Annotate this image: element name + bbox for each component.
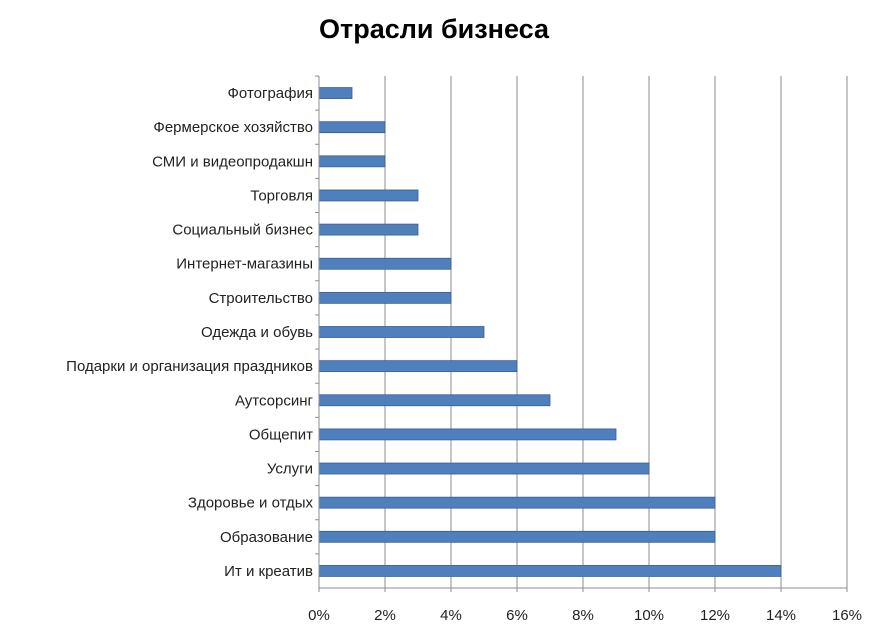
category-label: Услуги [267,461,313,478]
bar [318,87,353,99]
category-label: Строительство [209,290,313,307]
category-label: Фермерское хозяйство [153,119,313,136]
x-tick-label: 4% [440,607,462,624]
bar [318,530,716,543]
chart-title: Отрасли бизнеса [318,14,550,44]
category-label: Ит и креатив [224,563,313,580]
x-tick-label: 8% [572,607,594,624]
category-label: Интернет-магазины [176,256,313,273]
bar [318,565,782,577]
x-tick-label: 0% [308,607,330,624]
bar [318,462,650,475]
bar [318,189,419,202]
category-label: СМИ и видеопродакшн [152,153,313,170]
x-tick-label: 2% [374,607,396,624]
category-label: Фотография [228,85,313,102]
bar [318,428,617,441]
bar [318,394,551,407]
bar [318,223,419,236]
bar [318,496,716,509]
bar [318,291,452,304]
bar [318,360,518,373]
x-tick-label: 14% [766,607,796,624]
bar [318,257,452,270]
category-label: Социальный бизнес [172,222,313,239]
category-label: Здоровье и отдых [188,495,314,512]
x-tick-label: 6% [506,607,528,624]
x-tick-label: 16% [832,607,862,624]
bar [318,121,386,134]
category-label: Торговля [250,187,313,204]
x-tick-label: 12% [700,607,730,624]
bar [318,155,386,168]
category-label: Общепит [249,426,313,443]
x-tick-label: 10% [634,607,664,624]
category-label: Образование [220,529,313,546]
bar [318,326,485,338]
category-label: Подарки и организация праздников [66,358,313,375]
category-label: Одежда и обувь [201,324,313,341]
category-label: Аутсорсинг [235,392,314,409]
